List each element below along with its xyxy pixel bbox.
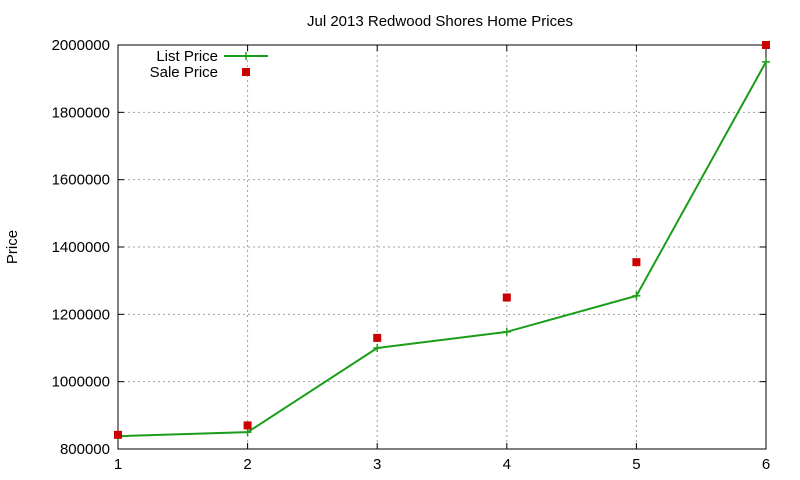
list-price-point — [762, 57, 770, 66]
x-tick-label: 2 — [243, 456, 251, 473]
legend-label: List Price — [156, 48, 218, 65]
y-tick-label: 2000000 — [52, 37, 110, 54]
y-tick-label: 1000000 — [52, 374, 110, 391]
x-tick-label: 5 — [632, 456, 640, 473]
axis-layer: 800000 1000000 1200000 1400000 1600000 180000… — [52, 37, 771, 473]
list-price-point — [632, 291, 641, 300]
grid-layer — [118, 45, 766, 449]
sale-price-point — [632, 258, 641, 267]
legend-square-marker — [242, 68, 250, 76]
x-tick-label: 3 — [373, 456, 381, 473]
legend-label: Sale Price — [150, 64, 218, 81]
x-tick-label: 4 — [503, 456, 511, 473]
sale-price-point — [114, 430, 122, 439]
y-tick-label: 800000 — [60, 441, 110, 458]
x-tick-label: 6 — [762, 456, 770, 473]
list-price-point — [502, 327, 511, 336]
legend-plus-marker — [242, 52, 250, 60]
y-tick-label: 1200000 — [52, 306, 110, 323]
y-tick-label: 1400000 — [52, 239, 110, 256]
y-axis-label: Price — [4, 230, 21, 264]
chart-title: Jul 2013 Redwood Shores Home Prices — [307, 13, 573, 30]
sale-price-point — [243, 421, 252, 430]
sale-price-point — [762, 41, 770, 49]
y-tick-label: 1800000 — [52, 104, 110, 121]
list-price-point — [373, 344, 382, 352]
list-price-line — [117, 61, 767, 438]
series-layer — [114, 41, 770, 441]
sale-price-point — [373, 333, 382, 342]
x-tick-label: 1 — [114, 456, 122, 473]
list-price-point — [243, 428, 252, 437]
y-tick-label: 1600000 — [52, 172, 110, 189]
sale-price-point — [502, 293, 511, 302]
